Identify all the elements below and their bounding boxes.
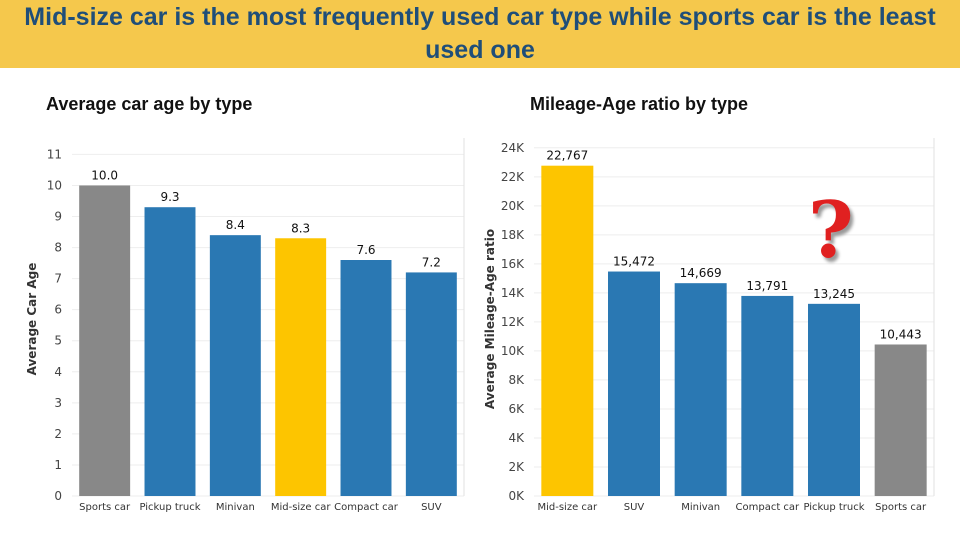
bar	[874, 344, 927, 496]
data-label: 13,791	[746, 279, 788, 293]
y-tick-label: 0	[54, 489, 62, 503]
y-axis-label: Average Mileage-Age ratio	[483, 229, 497, 409]
category-label: Mid-size car	[537, 502, 598, 513]
y-tick-label: 6K	[508, 402, 525, 416]
slide-title: Mid-size car is the most frequently used…	[24, 3, 936, 64]
y-tick-label: 3	[54, 396, 62, 410]
bar	[275, 238, 327, 496]
mileage-age-ratio-bar-chart: 0K 2K 4K 6K 8K 10K 12K 14K 16K 18K 20K 22K 24K Averag…	[483, 138, 935, 513]
y-tick-label: 6	[54, 303, 62, 317]
data-label: 8.4	[226, 218, 245, 232]
question-mark-icon: ?	[808, 185, 854, 276]
data-label: 10,443	[880, 327, 922, 341]
bar	[405, 272, 457, 496]
data-label: 10.0	[91, 168, 118, 182]
y-tick-label: 22K	[501, 170, 525, 184]
car-age-bar-chart: 0 1 2 3 4 5 6 7 8 9 10 11 Average Car Age 10.0 Sports …	[25, 138, 465, 513]
category-label: Pickup truck	[139, 502, 200, 513]
y-tick-label: 12K	[501, 315, 525, 329]
y-tick-label: 7	[54, 272, 62, 286]
y-tick-label: 9	[54, 210, 62, 224]
y-axis-label: Average Car Age	[25, 263, 39, 376]
y-tick-label: 14K	[501, 286, 525, 300]
category-label: Minivan	[216, 502, 255, 513]
bar	[541, 165, 594, 496]
bar	[808, 303, 860, 496]
y-tick-label: 8K	[508, 373, 525, 387]
y-tick-label: 10K	[501, 344, 525, 358]
category-label: Compact car	[736, 502, 801, 513]
category-label: SUV	[421, 502, 442, 513]
y-tick-label: 4	[54, 365, 62, 379]
bar	[608, 271, 660, 496]
y-tick-label: 0K	[508, 489, 525, 503]
y-tick-label: 5	[54, 334, 62, 348]
category-label: Mid-size car	[271, 502, 332, 513]
bar	[340, 260, 392, 496]
y-tick-label: 24K	[501, 141, 525, 155]
category-label: Sports car	[875, 502, 927, 513]
y-tick-label: 16K	[501, 257, 525, 271]
y-tick-label: 20K	[501, 199, 525, 213]
y-tick-label: 10	[47, 178, 62, 192]
category-label: SUV	[624, 502, 645, 513]
y-tick-label: 8	[54, 241, 62, 255]
data-label: 7.6	[356, 243, 375, 257]
right-chart-title: Mileage-Age ratio by type	[530, 94, 749, 114]
data-label: 13,245	[813, 287, 855, 301]
title-banner: Mid-size car is the most frequently used…	[0, 0, 960, 68]
bar	[144, 207, 196, 497]
category-label: Minivan	[681, 502, 720, 513]
y-tick-label: 18K	[501, 228, 525, 242]
bar	[674, 283, 727, 496]
data-label: 9.3	[160, 190, 179, 204]
y-tick-label: 4K	[508, 431, 525, 445]
y-tick-label: 2K	[508, 460, 525, 474]
bar	[79, 185, 131, 496]
data-label: 8.3	[291, 221, 310, 235]
y-tick-label: 11	[47, 147, 62, 161]
left-chart-title: Average car age by type	[46, 94, 253, 114]
category-label: Pickup truck	[803, 502, 864, 513]
data-label: 14,669	[680, 266, 722, 280]
category-label: Sports car	[79, 502, 131, 513]
y-tick-label: 1	[54, 458, 62, 472]
bar	[741, 295, 794, 496]
category-label: Compact car	[334, 502, 399, 513]
data-label: 7.2	[422, 255, 441, 269]
data-label: 22,767	[546, 149, 588, 163]
data-label: 15,472	[613, 255, 655, 269]
bar	[209, 235, 261, 496]
y-tick-label: 2	[54, 427, 62, 441]
